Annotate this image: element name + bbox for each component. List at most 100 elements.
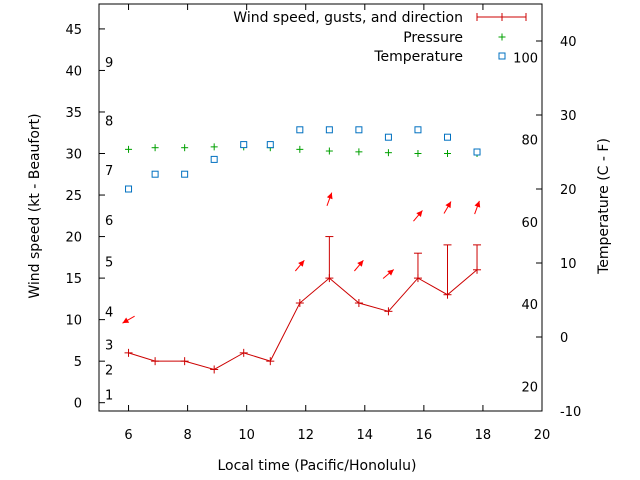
x-tick-label: 16	[416, 428, 433, 443]
y-tick-label: 40	[65, 64, 82, 79]
y-tick-label: 0	[74, 397, 82, 412]
beaufort-label: 2	[105, 363, 113, 378]
temperature-point	[151, 170, 159, 178]
pressure-point	[414, 150, 422, 158]
wind-speed-point	[151, 357, 160, 366]
legend-marker	[498, 52, 506, 60]
fahrenheit-label: 100	[513, 51, 538, 66]
x-tick-label: 14	[357, 428, 374, 443]
temperature-point	[325, 126, 333, 134]
y2-tick-label: 10	[560, 257, 577, 272]
legend-label: Wind speed, gusts, and direction	[233, 10, 463, 26]
plot-frame	[98, 3, 543, 412]
temperature-point	[210, 155, 218, 163]
fahrenheit-scale: 20 40 60 80 100	[513, 51, 538, 395]
pressure-point	[181, 144, 189, 152]
wind-speed-point	[295, 299, 304, 308]
beaufort-label: 1	[105, 388, 113, 403]
pressure-point	[325, 147, 333, 155]
y-tick-label: 25	[65, 189, 82, 204]
wind-gust-bar	[473, 244, 482, 270]
temperature-point	[296, 126, 304, 134]
temperature-point	[443, 133, 451, 141]
wind-direction-arrow	[474, 200, 481, 215]
fahrenheit-label: 20	[521, 380, 538, 395]
wind-gust-bar	[325, 236, 334, 279]
wind-direction-arrow	[294, 259, 305, 272]
pressure-point	[151, 144, 159, 152]
y-tick-label: 10	[65, 314, 82, 329]
series-layer	[122, 126, 482, 374]
wind-speed-point	[266, 357, 275, 366]
legend-marker	[498, 33, 506, 41]
plot-frame-layer	[98, 3, 543, 412]
y2-tick-label: -10	[560, 405, 581, 420]
x-tick-label: 20	[534, 428, 551, 443]
x-tick-label: 18	[475, 428, 492, 443]
y-tick-label: 15	[65, 272, 82, 287]
y2-tick-label: 0	[560, 331, 568, 346]
beaufort-scale: 1 2 3 4 5 6 7 8 9	[105, 56, 113, 403]
y-axis-title: Wind speed (kt - Beaufort)	[27, 113, 43, 298]
temperature-point	[414, 126, 422, 134]
y2-tick-label: 30	[560, 109, 577, 124]
legend-marker	[476, 13, 527, 21]
x-tick-label: 6	[124, 428, 132, 443]
beaufort-label: 6	[105, 214, 113, 229]
temperature-point	[384, 133, 392, 141]
wind-speed-point	[124, 348, 133, 357]
fahrenheit-label: 80	[521, 134, 538, 149]
wind-speed-point	[180, 357, 189, 366]
wind-direction-arrow	[326, 192, 333, 206]
wind-speed-point	[239, 348, 248, 357]
wind-direction-arrow	[443, 201, 452, 214]
beaufort-label: 9	[105, 56, 113, 71]
legend: Wind speed, gusts, and direction Pressure…	[233, 10, 527, 65]
pressure-point	[210, 143, 218, 151]
temperature-point	[473, 148, 481, 156]
wind-gust-bar	[413, 252, 422, 279]
wind-speed-point	[384, 307, 393, 316]
y-tick-label: 45	[65, 23, 82, 38]
y-tick-label: 20	[65, 231, 82, 246]
pressure-point	[384, 149, 392, 157]
x-tick-label: 10	[238, 428, 255, 443]
y2-tick-label: 40	[560, 35, 577, 50]
pressure-point	[355, 148, 363, 156]
y2-axis-title: Temperature (C - F)	[596, 138, 612, 275]
y-tick-label: 30	[65, 148, 82, 163]
ticks-layer: 6 8 10 12 14 16 18 20051015202530354045-1001020…	[65, 4, 581, 443]
wind-gust-bar	[443, 244, 452, 295]
beaufort-label: 5	[105, 255, 113, 270]
beaufort-label: 4	[105, 305, 113, 320]
wind-direction-arrow	[122, 315, 135, 324]
wind-direction-arrow	[354, 259, 364, 272]
beaufort-label: 3	[105, 339, 113, 354]
pressure-point	[125, 145, 133, 153]
y2-tick-label: 20	[560, 183, 577, 198]
wind-direction-arrow	[413, 210, 423, 222]
temperature-point	[240, 141, 248, 149]
beaufort-label: 8	[105, 114, 113, 129]
x-axis-title: Local time (Pacific/Honolulu)	[217, 458, 416, 474]
legend-label: Pressure	[403, 30, 463, 46]
wind-speed-point	[210, 365, 219, 374]
y-tick-label: 35	[65, 106, 82, 121]
temperature-point	[181, 170, 189, 178]
temperature-point	[266, 141, 274, 149]
pressure-point	[443, 150, 451, 158]
wind-speed-point	[354, 299, 363, 308]
legend-label: Temperature	[373, 49, 463, 65]
x-tick-label: 12	[297, 428, 314, 443]
fahrenheit-label: 60	[521, 216, 538, 231]
temperature-point	[355, 126, 363, 134]
fahrenheit-label: 40	[521, 298, 538, 313]
pressure-point	[296, 145, 304, 153]
x-tick-label: 8	[183, 428, 191, 443]
wind-direction-arrow	[382, 269, 395, 279]
beaufort-label: 7	[105, 164, 113, 179]
temperature-point	[125, 185, 133, 193]
y-tick-label: 5	[74, 355, 82, 370]
wind-speed-line	[128, 269, 478, 371]
